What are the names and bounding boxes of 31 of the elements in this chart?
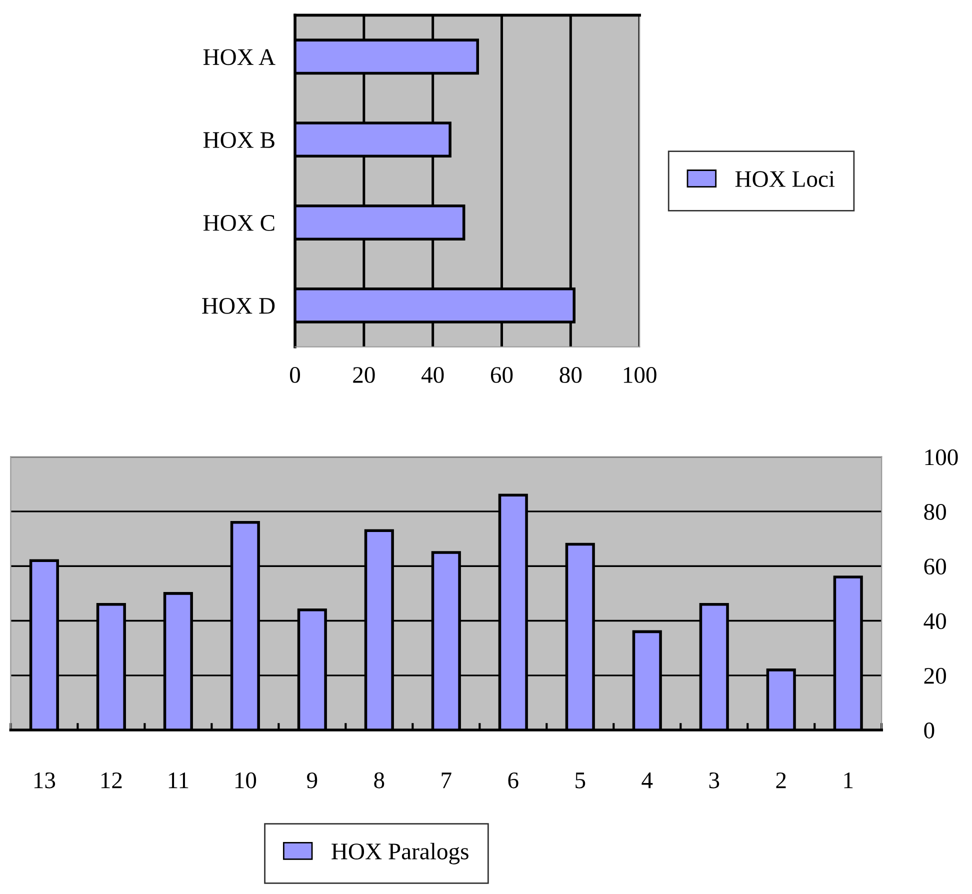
legend-label: HOX Loci — [735, 171, 835, 188]
x-tick-label: 11 — [168, 772, 188, 788]
x-tick-label: 12 — [101, 772, 122, 788]
y-tick-label: 100 — [925, 449, 958, 466]
y-tick-label: HOX B — [203, 132, 274, 148]
x-tick-label: 10 — [235, 772, 256, 788]
x-tick-label: 60 — [490, 367, 513, 383]
x-tick-label: 80 — [560, 367, 582, 383]
x-tick-label: 2 — [776, 772, 786, 788]
y-tick-label: HOX A — [203, 49, 276, 66]
x-tick-label: 8 — [374, 772, 384, 788]
x-tick-label: 6 — [508, 772, 518, 788]
legend-label: HOX Paralogs — [332, 842, 468, 864]
y-tick-label: 40 — [924, 613, 946, 630]
x-tick-label: 100 — [624, 367, 656, 383]
y-tick-label: HOX C — [203, 215, 274, 231]
y-tick-label: 60 — [924, 558, 946, 575]
x-tick-label: 5 — [576, 772, 586, 788]
y-tick-label: 0 — [924, 722, 934, 738]
x-tick-label: 0 — [290, 367, 300, 383]
y-tick-label: 80 — [924, 504, 946, 520]
x-tick-label: 9 — [307, 772, 318, 788]
x-tick-label: 3 — [709, 772, 720, 788]
x-tick-label: 20 — [353, 367, 375, 383]
x-tick-label: 4 — [642, 772, 653, 788]
y-tick-label: HOX D — [202, 298, 275, 314]
x-tick-label: 13 — [34, 772, 56, 788]
x-tick-label: 1 — [844, 772, 853, 788]
x-tick-label: 7 — [442, 772, 452, 788]
x-tick-label: 40 — [421, 367, 444, 383]
y-tick-label: 20 — [924, 668, 946, 684]
